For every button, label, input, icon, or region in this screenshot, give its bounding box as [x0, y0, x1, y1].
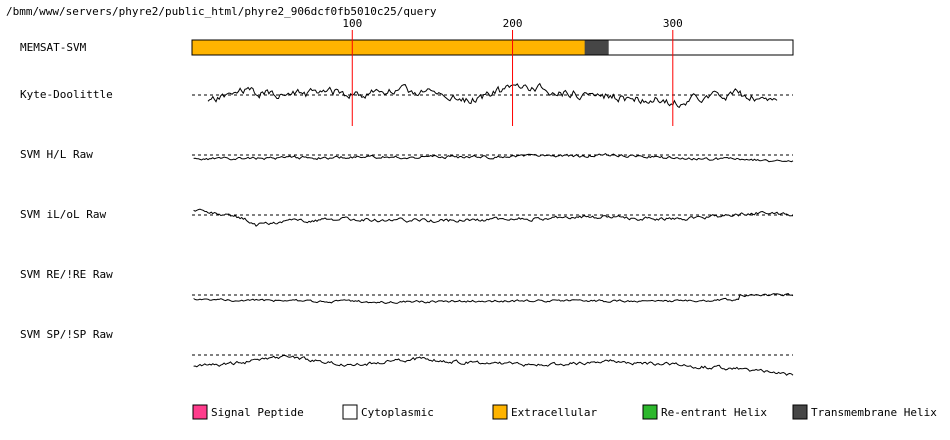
memsat-segment-cytoplasmic	[608, 40, 793, 55]
legend-label-transmembrane-helix: Transmembrane Helix	[811, 406, 937, 419]
legend-swatch-reentrant-helix	[642, 404, 658, 420]
track-label-svm-sp: SVM SP/!SP Raw	[20, 328, 113, 341]
track-label-svm-re: SVM RE/!RE Raw	[20, 268, 113, 281]
legend-swatch-signal-peptide	[192, 404, 208, 420]
query-path: /bmm/www/servers/phyre2/public_html/phyr…	[6, 5, 437, 18]
prediction-traces	[192, 82, 794, 376]
memsat-segment-extracellular	[192, 40, 587, 55]
position-rulers: 100 200 300	[342, 17, 683, 126]
memsat-bar-outline	[191, 39, 794, 56]
trace-svm-ilol	[193, 208, 793, 227]
trace-svm-re	[193, 293, 794, 305]
track-label-kyte-doolittle: Kyte-Doolittle	[20, 88, 113, 101]
ruler-label-200: 200	[503, 17, 523, 30]
legend-label-cytoplasmic: Cytoplasmic	[361, 406, 434, 419]
legend: Signal Peptide Cytoplasmic Extracellular…	[192, 404, 937, 420]
legend-swatch-transmembrane-helix	[792, 404, 808, 420]
legend-swatch-extracellular	[492, 404, 508, 420]
legend-label-signal-peptide: Signal Peptide	[211, 406, 304, 419]
memsat-segment-transmembrane-helix	[584, 40, 611, 55]
track-label-svm-ilol: SVM iL/oL Raw	[20, 208, 106, 221]
track-label-svm-hl: SVM H/L Raw	[20, 148, 93, 161]
trace-svm-sp	[193, 354, 794, 376]
trace-kyte-doolittle	[207, 82, 778, 109]
memsat-topology-bar	[191, 39, 794, 56]
legend-label-reentrant-helix: Re-entrant Helix	[661, 406, 767, 419]
legend-swatch-cytoplasmic	[342, 404, 358, 420]
legend-label-extracellular: Extracellular	[511, 406, 597, 419]
trace-svm-hl	[193, 152, 794, 163]
track-label-memsat: MEMSAT-SVM	[20, 41, 87, 54]
ruler-label-300: 300	[663, 17, 683, 30]
ruler-label-100: 100	[342, 17, 362, 30]
